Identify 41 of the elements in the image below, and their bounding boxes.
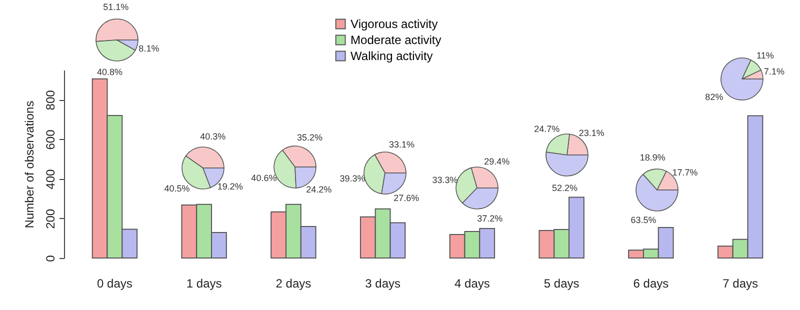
data-label: 8.1% — [138, 43, 160, 54]
x-tick-label: 5 days — [544, 276, 580, 290]
data-label: 7.1% — [764, 66, 784, 77]
data-label: 39.3% — [340, 174, 366, 184]
data-label: 27.6% — [394, 193, 420, 204]
y-tick-label: 400 — [44, 169, 58, 190]
data-label: 40.5% — [164, 183, 190, 194]
legend-label: Moderate activity — [350, 33, 442, 47]
y-axis-title: Number of observations — [22, 100, 36, 228]
data-label: 40.3% — [200, 132, 226, 142]
y-tick-label: 0 — [44, 254, 58, 262]
data-label: 29.4% — [484, 156, 510, 167]
data-label: 33.3% — [432, 174, 458, 185]
y-tick-label: 800 — [44, 90, 58, 110]
y-tick-label: 200 — [44, 208, 58, 229]
data-label: 18.9% — [640, 152, 666, 162]
legend-label: Walking activity — [350, 49, 433, 63]
data-label: 40.8% — [97, 67, 123, 78]
x-tick-label: 0 days — [97, 276, 132, 290]
x-tick-label: 1 days — [186, 276, 222, 290]
data-label: 51.1% — [103, 2, 129, 12]
x-tick-label: 6 days — [633, 276, 669, 290]
x-tick-label: 3 days — [365, 276, 400, 290]
data-label: 24.2% — [306, 184, 332, 195]
data-label: 11% — [756, 50, 774, 61]
data-label: 52.2% — [552, 182, 578, 193]
x-tick-label: 2 days — [276, 276, 312, 290]
data-label: 37.2% — [477, 213, 503, 224]
data-label: 24.7% — [534, 124, 560, 134]
y-tick-label: 600 — [44, 129, 58, 150]
x-tick-label: 4 days — [454, 276, 490, 290]
data-label: 17.7% — [672, 168, 698, 178]
data-label: 33.1% — [388, 140, 414, 150]
data-label: 23.1% — [578, 128, 604, 138]
data-label: 63.5% — [630, 215, 656, 226]
data-label: 35.2% — [297, 132, 323, 143]
legend-label: Vigorous activity — [350, 17, 438, 31]
data-label: 40.6% — [251, 173, 277, 184]
x-tick-label: 7 days — [722, 276, 758, 290]
data-label: 19.2% — [217, 182, 243, 192]
data-label: 82% — [705, 92, 724, 102]
